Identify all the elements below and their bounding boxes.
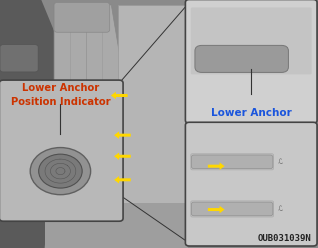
Polygon shape [54, 5, 121, 211]
Polygon shape [118, 5, 188, 211]
FancyBboxPatch shape [191, 7, 312, 74]
Circle shape [39, 154, 82, 188]
FancyBboxPatch shape [54, 2, 110, 32]
FancyBboxPatch shape [191, 155, 273, 169]
Text: ℒ: ℒ [277, 159, 282, 165]
FancyBboxPatch shape [185, 122, 317, 246]
FancyBboxPatch shape [191, 154, 273, 170]
Text: OUB031039N: OUB031039N [258, 234, 312, 243]
Text: ℒ: ℒ [277, 206, 282, 212]
Text: Lower Anchor
Position Indicator: Lower Anchor Position Indicator [10, 84, 110, 107]
Text: Lower Anchor: Lower Anchor [211, 108, 292, 118]
FancyBboxPatch shape [0, 80, 123, 221]
FancyBboxPatch shape [191, 201, 273, 217]
Polygon shape [0, 0, 70, 248]
FancyBboxPatch shape [185, 0, 317, 123]
FancyBboxPatch shape [191, 202, 273, 216]
Polygon shape [45, 203, 188, 248]
FancyBboxPatch shape [195, 45, 288, 72]
FancyBboxPatch shape [0, 45, 38, 72]
Circle shape [30, 148, 91, 195]
